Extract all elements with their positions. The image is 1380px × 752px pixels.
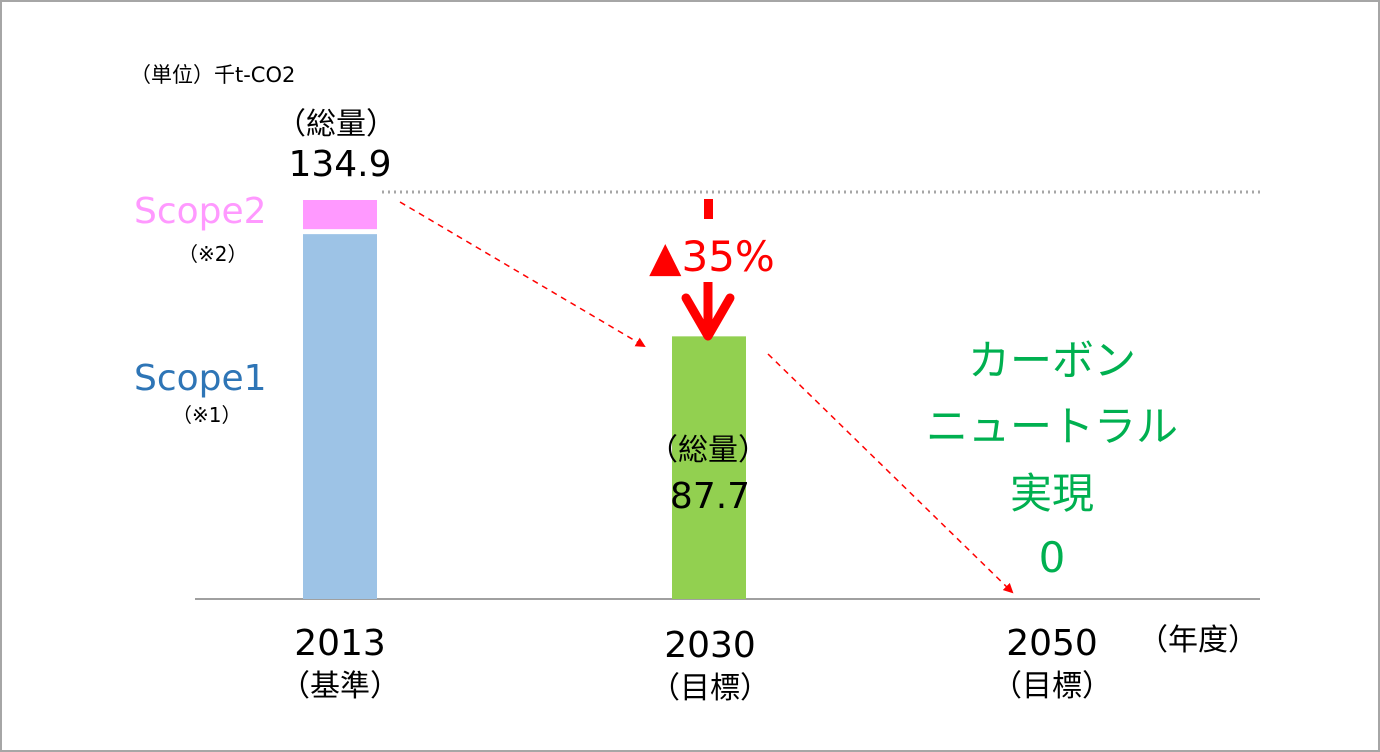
bar-2013-scope1 — [303, 234, 377, 599]
scope2-label: Scope2 — [134, 191, 267, 232]
trend-arrow-2013-2030 — [399, 201, 646, 348]
carbon-neutral-line-3: 実現 — [1010, 469, 1094, 518]
total-value-2013: 134.9 — [288, 144, 391, 185]
x-tick-2030: 2030 — [664, 625, 756, 666]
reduction-label: ▲35% — [649, 232, 775, 281]
carbon-neutral-line-1: カーボン — [968, 336, 1136, 385]
bar-2030-total — [672, 336, 746, 599]
x-tag-2030: （目標） — [650, 671, 770, 706]
carbon-neutral-value: 0 — [1039, 533, 1066, 582]
scope2-note: （※2） — [178, 242, 247, 266]
x-tag-2050: （目標） — [992, 669, 1112, 704]
reduction-arrow-tick — [704, 199, 713, 219]
total-label-2013: （総量） — [276, 107, 396, 142]
x-tick-2050: 2050 — [1006, 623, 1098, 664]
total-label-2030: （総量） — [648, 433, 768, 468]
bar-2013-scope2 — [303, 200, 377, 230]
trend-arrow-2030-2050 — [767, 353, 1014, 594]
total-value-2030: 87.7 — [670, 476, 750, 517]
x-tick-2013: 2013 — [294, 623, 386, 664]
x-axis-unit: （年度） — [1138, 623, 1258, 658]
reduction-arrow-head — [681, 293, 735, 341]
carbon-neutral-line-2: ニュートラル — [926, 402, 1178, 451]
unit-label: （単位）千t-CO2 — [130, 63, 295, 87]
x-tag-2013: （基準） — [280, 669, 400, 704]
scope1-label: Scope1 — [134, 358, 267, 399]
scope1-note: （※1） — [172, 403, 241, 427]
